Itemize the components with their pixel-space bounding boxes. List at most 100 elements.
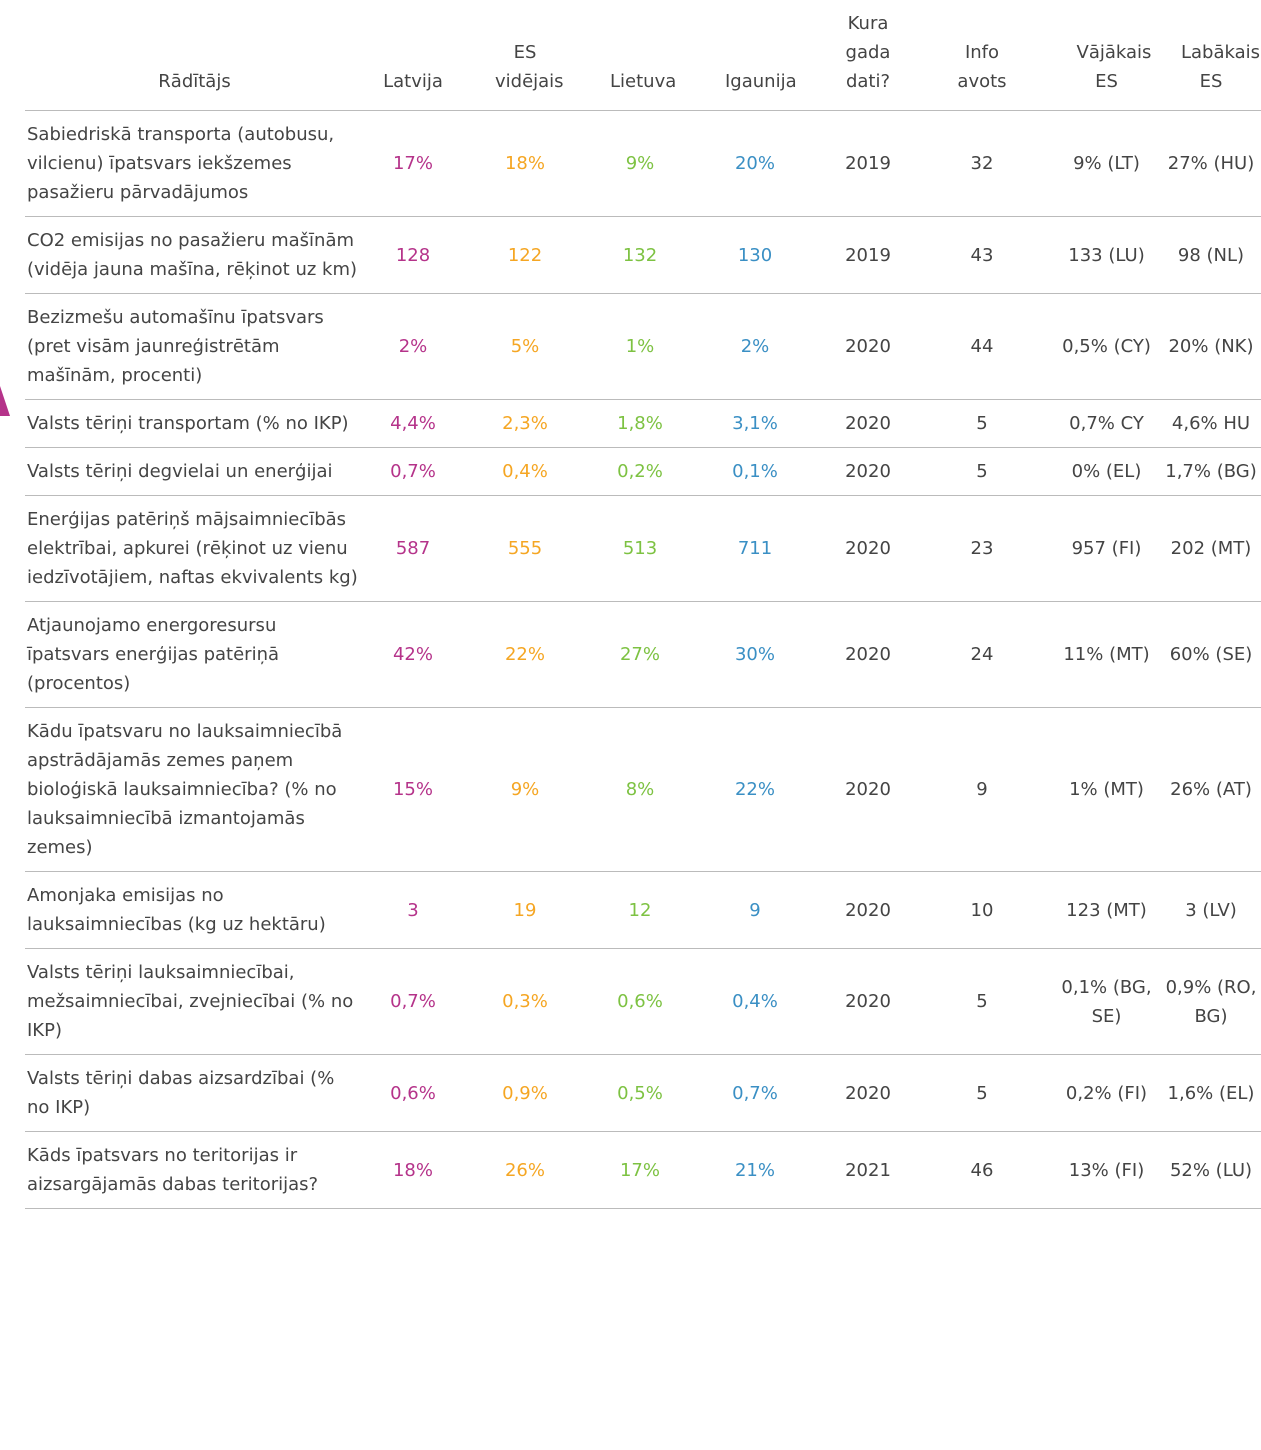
table-row: Valsts tēriņi degvielai un enerģijai 0,7%… xyxy=(25,447,1261,496)
cell: 18% xyxy=(456,110,594,217)
column-header: Lietuva xyxy=(594,0,686,111)
cell: 20% (NK) xyxy=(1161,293,1261,400)
cell: 1% (MT) xyxy=(1052,707,1161,872)
cell: 0,4% xyxy=(456,447,594,496)
table-row: Kāds īpatsvars no teritorijas ir aizsarg… xyxy=(25,1131,1261,1209)
cell: 2020 xyxy=(824,399,912,448)
column-header: ES vidējais xyxy=(456,0,594,111)
cell: 5 xyxy=(912,1054,1052,1132)
indicator: Atjaunojamo energoresursu īpatsvars ener… xyxy=(25,601,370,708)
cell: 17% xyxy=(370,110,456,217)
indicator: Kādu īpatsvaru no lauksaimniecībā apstrā… xyxy=(25,707,370,872)
cell: 2% xyxy=(686,293,824,400)
cell: 23 xyxy=(912,495,1052,602)
cell: 98 (NL) xyxy=(1161,216,1261,294)
indicator: Valsts tēriņi degvielai un enerģijai xyxy=(25,447,370,496)
cell: 0% (EL) xyxy=(1052,447,1161,496)
cell: 26% (AT) xyxy=(1161,707,1261,872)
column-header: Igaunija xyxy=(686,0,824,111)
cell: 0,6% xyxy=(370,1054,456,1132)
cell: 0,6% xyxy=(594,948,686,1055)
cell: 2020 xyxy=(824,447,912,496)
cell: 0,7% xyxy=(686,1054,824,1132)
cell: 12 xyxy=(594,871,686,949)
cell: 3,1% xyxy=(686,399,824,448)
cell: 2020 xyxy=(824,1054,912,1132)
cell: 30% xyxy=(686,601,824,708)
cell: 2019 xyxy=(824,216,912,294)
table-row: Sabiedriskā transporta (autobusu, vilcie… xyxy=(25,110,1261,217)
cell: 202 (MT) xyxy=(1161,495,1261,602)
cell: 0,5% xyxy=(594,1054,686,1132)
header-text: Rādītājs xyxy=(158,71,231,92)
cell: 5% xyxy=(456,293,594,400)
cell: 2020 xyxy=(824,293,912,400)
cell: 0,3% xyxy=(456,948,594,1055)
cell: 27% (HU) xyxy=(1161,110,1261,217)
cell: 1,6% (EL) xyxy=(1161,1054,1261,1132)
table-row: Valsts tēriņi transportam (% no IKP) 4,4%… xyxy=(25,399,1261,448)
cell: 587 xyxy=(370,495,456,602)
cell: 46 xyxy=(912,1131,1052,1209)
table-row: Enerģijas patēriņš mājsaimniecībās elekt… xyxy=(25,495,1261,602)
header-row: Rādītājs Latvija ES vidējais Lietuva Igaunij… xyxy=(25,0,1261,111)
column-header: Vājākais ES xyxy=(1052,0,1161,111)
table: Rādītājs Latvija ES vidējais Lietuva Igaunij… xyxy=(25,0,1261,1209)
header-text: Lietuva xyxy=(610,71,677,92)
cell: 130 xyxy=(686,216,824,294)
cell: 44 xyxy=(912,293,1052,400)
cell: 555 xyxy=(456,495,594,602)
table-row: Valsts tēriņi lauksaimniecībai, mežsaimn… xyxy=(25,948,1261,1055)
header-text: Vājākais ES xyxy=(1076,42,1152,92)
cell: 9 xyxy=(912,707,1052,872)
cell: 0,1% (BG, SE) xyxy=(1052,948,1161,1055)
cell: 9 xyxy=(686,871,824,949)
cell: 132 xyxy=(594,216,686,294)
cell: 957 (FI) xyxy=(1052,495,1161,602)
cell: 20% xyxy=(686,110,824,217)
indicator: Kāds īpatsvars no teritorijas ir aizsarg… xyxy=(25,1131,370,1209)
cell: 0,7% xyxy=(370,447,456,496)
header-text: Labākais ES xyxy=(1181,42,1261,92)
column-header: Info avots xyxy=(912,0,1052,111)
cell: 0,2% (FI) xyxy=(1052,1054,1161,1132)
table-row: Valsts tēriņi dabas aizsardzībai (% no I… xyxy=(25,1054,1261,1132)
column-header: Rādītājs xyxy=(25,0,370,111)
cell: 5 xyxy=(912,399,1052,448)
table-body: Sabiedriskā transporta (autobusu, vilcie… xyxy=(25,110,1261,1209)
cell: 0,4% xyxy=(686,948,824,1055)
cell: 19 xyxy=(456,871,594,949)
indicator: Amonjaka emisijas no lauksaimniecības (k… xyxy=(25,871,370,949)
table-row: Kādu īpatsvaru no lauksaimniecībā apstrā… xyxy=(25,707,1261,872)
table-row: Atjaunojamo energoresursu īpatsvars ener… xyxy=(25,601,1261,708)
cell: 3 xyxy=(370,871,456,949)
cell: 22% xyxy=(686,707,824,872)
header-text: Kura gada dati? xyxy=(845,13,891,92)
cell: 0,1% xyxy=(686,447,824,496)
table-row: Bezizmešu automašīnu īpatsvars (pret vis… xyxy=(25,293,1261,400)
cell: 43 xyxy=(912,216,1052,294)
cell: 2020 xyxy=(824,948,912,1055)
cell: 9% xyxy=(594,110,686,217)
cell: 22% xyxy=(456,601,594,708)
cell: 3 (LV) xyxy=(1161,871,1261,949)
indicator: Valsts tēriņi dabas aizsardzībai (% no I… xyxy=(25,1054,370,1132)
decoration xyxy=(0,386,10,416)
indicator: Valsts tēriņi lauksaimniecībai, mežsaimn… xyxy=(25,948,370,1055)
indicator: Valsts tēriņi transportam (% no IKP) xyxy=(25,399,370,448)
cell: 13% (FI) xyxy=(1052,1131,1161,1209)
cell: 5 xyxy=(912,447,1052,496)
cell: 0,9% (RO, BG) xyxy=(1161,948,1261,1055)
cell: 133 (LU) xyxy=(1052,216,1161,294)
cell: 10 xyxy=(912,871,1052,949)
cell: 15% xyxy=(370,707,456,872)
header-text: Info avots xyxy=(957,42,1007,92)
indicator: Sabiedriskā transporta (autobusu, vilcie… xyxy=(25,110,370,217)
column-header: Labākais ES xyxy=(1161,0,1261,111)
table-row: Amonjaka emisijas no lauksaimniecības (k… xyxy=(25,871,1261,949)
cell: 0,2% xyxy=(594,447,686,496)
indicator: CO2 emisijas no pasažieru mašīnām (vidēj… xyxy=(25,216,370,294)
cell: 123 (MT) xyxy=(1052,871,1161,949)
cell: 27% xyxy=(594,601,686,708)
column-header: Kura gada dati? xyxy=(824,0,912,111)
